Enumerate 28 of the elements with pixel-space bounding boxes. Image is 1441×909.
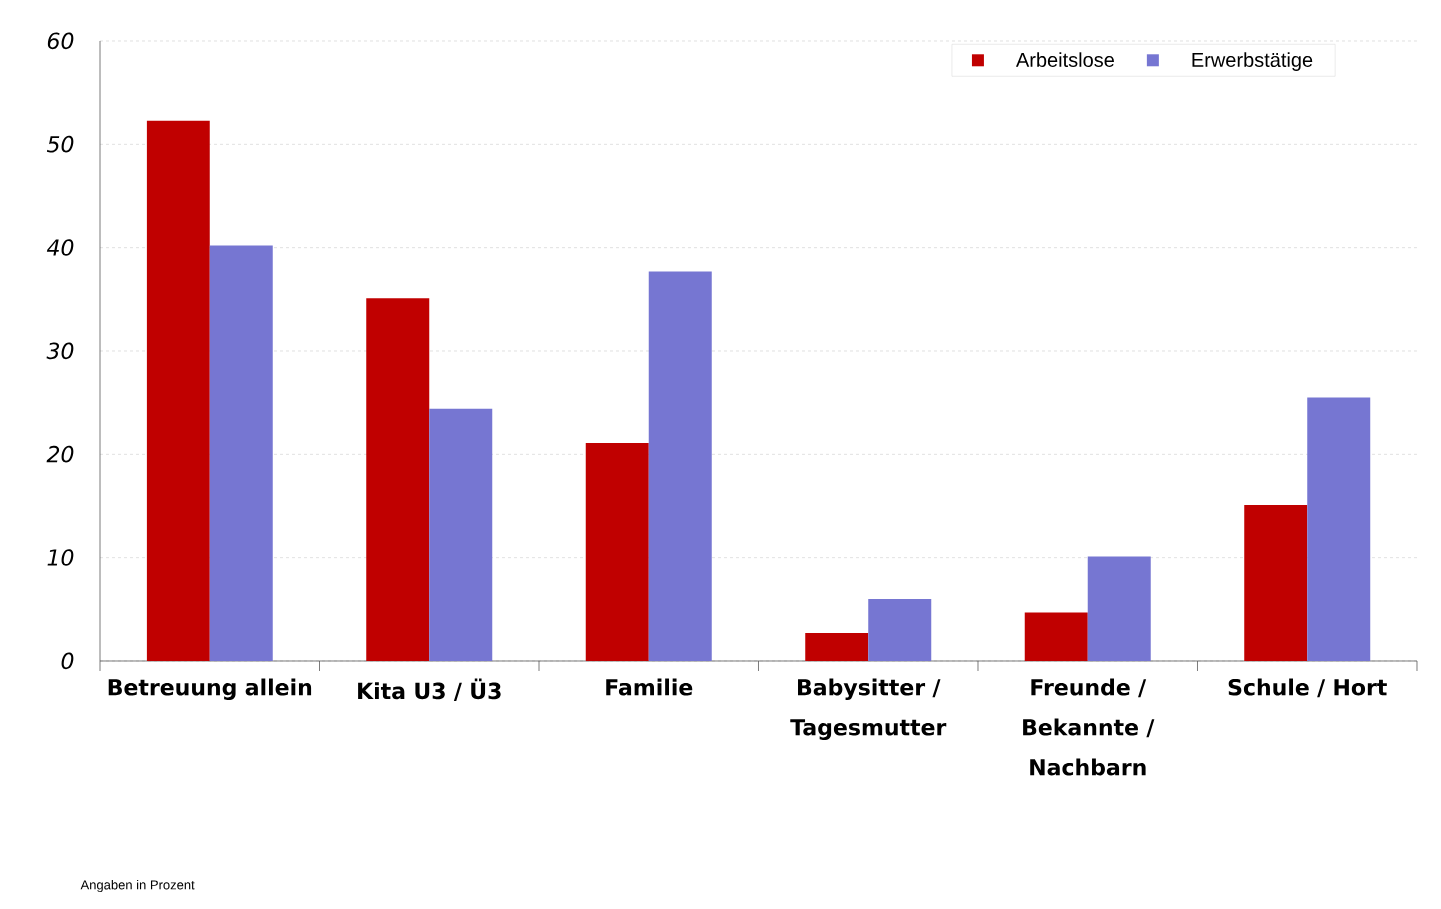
bar — [1307, 397, 1371, 661]
bar — [366, 298, 430, 661]
x-tick-label: Betreuung allein — [108, 678, 312, 700]
legend-label: Erwerbstätige — [1192, 52, 1313, 71]
bar — [585, 442, 649, 661]
bar — [429, 408, 493, 661]
y-tick-label: 40 — [46, 239, 74, 256]
bar — [805, 633, 869, 661]
x-tick-label: Freunde / Bekannte / Nachbarn — [1023, 678, 1155, 776]
bar — [1087, 556, 1151, 661]
y-tick-label: 10 — [47, 549, 74, 566]
bar — [868, 598, 932, 661]
x-tick-label: Kita U3 / Ü3 — [358, 678, 501, 701]
bar — [209, 245, 273, 661]
legend-label: Arbeitslose — [1015, 52, 1114, 67]
bar — [1024, 612, 1088, 661]
x-tick-label: Babysitter / Tagesmutter — [790, 678, 947, 740]
bar — [1244, 504, 1308, 661]
x-tick-label: Schule / Hort — [1228, 678, 1387, 698]
y-tick-label: 60 — [47, 32, 74, 50]
bar — [146, 120, 210, 661]
bar — [648, 271, 712, 661]
y-tick-label: 0 — [61, 652, 74, 670]
text: Angaben in Prozent — [80, 879, 195, 893]
y-tick-label: 20 — [46, 445, 74, 463]
y-tick-label: 50 — [46, 135, 74, 153]
y-tick-label: 30 — [46, 342, 74, 360]
x-tick-label: Familie — [606, 678, 693, 696]
